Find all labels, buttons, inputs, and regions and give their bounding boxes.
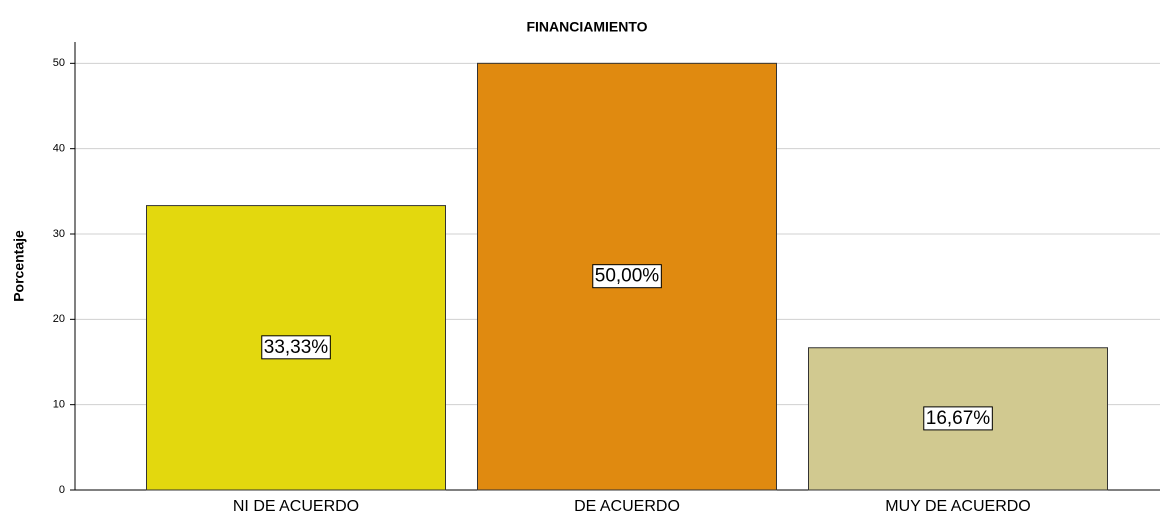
value-label-box	[592, 264, 662, 289]
value-label: 16,67%	[926, 408, 991, 429]
y-tick-label: 10	[53, 399, 65, 411]
value-label-box	[923, 406, 993, 431]
y-tick-label: 0	[59, 484, 65, 496]
y-tick-label: 30	[53, 228, 65, 240]
value-label: 50,00%	[595, 266, 660, 287]
x-tick-label: NI DE ACUERDO	[233, 498, 359, 515]
value-label: 33,33%	[264, 337, 329, 358]
x-tick-label: MUY DE ACUERDO	[885, 498, 1031, 515]
y-tick-label: 20	[53, 313, 65, 325]
chart-title: FINANCIAMIENTO	[526, 19, 647, 35]
y-tick-label: 50	[53, 57, 65, 69]
y-axis-label: Porcentaje	[11, 230, 27, 302]
x-tick-label: DE ACUERDO	[574, 498, 680, 515]
value-label-box	[261, 335, 331, 360]
y-tick-label: 40	[53, 143, 65, 155]
